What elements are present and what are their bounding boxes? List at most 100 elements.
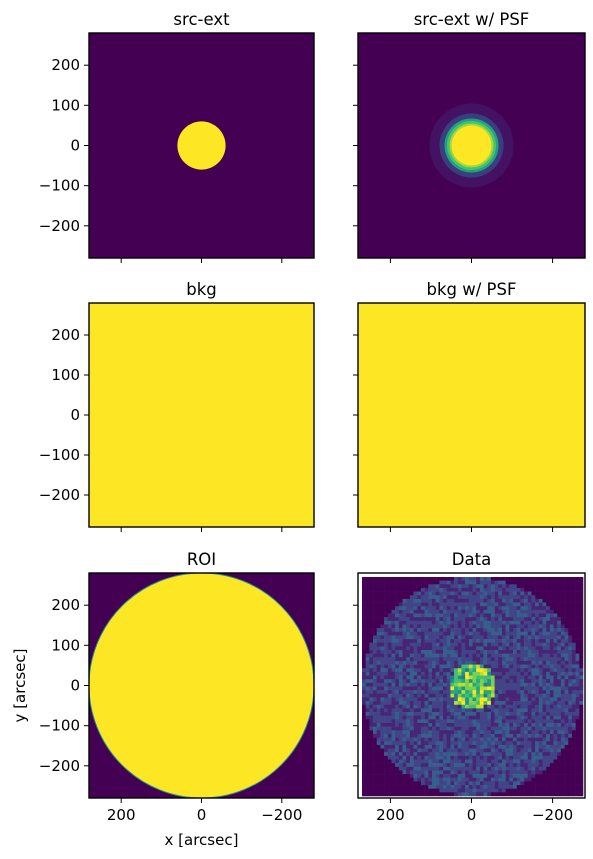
- data-pixel: [538, 650, 543, 654]
- data-pixel: [409, 675, 414, 680]
- data-pixel: [439, 770, 444, 775]
- data-pixel: [465, 595, 470, 600]
- data-pixel: [579, 653, 584, 658]
- data-pixel: [557, 708, 562, 713]
- ytick-label-200: 200: [51, 596, 80, 614]
- data-pixel: [571, 668, 576, 673]
- data-pixel: [546, 617, 551, 622]
- data-pixel: [417, 730, 422, 735]
- data-pixel: [524, 766, 529, 771]
- data-pixel: [494, 650, 499, 654]
- data-pixel: [571, 598, 576, 603]
- data-pixel: [406, 646, 411, 651]
- data-pixel: [487, 723, 492, 727]
- data-pixel: [365, 657, 370, 662]
- data-pixel: [501, 726, 506, 731]
- data-pixel: [450, 712, 455, 716]
- data-pixel: [439, 737, 444, 742]
- data-pixel: [413, 620, 418, 625]
- data-pixel: [520, 584, 525, 589]
- data-pixel: [579, 642, 584, 647]
- data-pixel: [527, 733, 532, 738]
- data-pixel: [479, 781, 484, 786]
- data-pixel: [560, 730, 565, 735]
- data-pixel: [457, 741, 462, 746]
- data-pixel: [501, 715, 506, 720]
- data-pixel: [424, 624, 429, 629]
- data-pixel: [406, 660, 411, 665]
- data-pixel: [424, 635, 429, 640]
- data-pixel: [575, 770, 580, 775]
- data-pixel: [398, 577, 403, 581]
- data-pixel: [362, 712, 366, 716]
- data-pixel: [468, 755, 473, 760]
- data-pixel: [535, 628, 540, 633]
- data-pixel: [450, 657, 455, 662]
- data-pixel: [509, 763, 514, 768]
- data-pixel: [579, 730, 584, 735]
- data-pixel: [398, 726, 403, 731]
- data-pixel: [476, 719, 481, 724]
- data-pixel: [446, 737, 451, 742]
- data-pixel: [369, 701, 374, 706]
- data-pixel: [435, 770, 440, 775]
- data-pixel: [446, 741, 451, 746]
- data-pixel: [505, 741, 510, 746]
- data-pixel: [498, 708, 503, 713]
- xtick-label-200: 200: [376, 806, 405, 824]
- data-pixel: [501, 624, 506, 629]
- data-pixel: [479, 635, 484, 640]
- data-pixel: [490, 639, 495, 643]
- data-pixel: [509, 781, 514, 786]
- data-pixel: [391, 697, 396, 702]
- image-data: [358, 573, 585, 798]
- data-pixel: [431, 774, 436, 779]
- data-pixel: [505, 587, 510, 592]
- data-pixel: [454, 679, 459, 684]
- data-pixel: [483, 675, 488, 680]
- data-pixel: [369, 628, 374, 633]
- data-pixel: [446, 726, 451, 731]
- data-pixel: [424, 719, 429, 724]
- data-pixel: [568, 723, 573, 727]
- data-pixel: [483, 635, 488, 640]
- data-pixel: [472, 628, 477, 633]
- data-pixel: [431, 752, 436, 757]
- data-pixel: [531, 587, 536, 592]
- data-pixel: [531, 671, 536, 676]
- data-pixel: [571, 577, 576, 581]
- data-pixel: [568, 631, 573, 636]
- data-pixel: [490, 642, 495, 647]
- data-pixel: [461, 628, 466, 633]
- data-pixel: [494, 646, 499, 651]
- data-pixel: [387, 726, 392, 731]
- data-pixel: [428, 759, 433, 764]
- data-pixel: [384, 591, 389, 596]
- data-pixel: [362, 671, 366, 676]
- data-pixel: [454, 631, 459, 636]
- data-pixel: [402, 679, 407, 684]
- data-pixel: [406, 671, 411, 676]
- data-pixel: [516, 580, 521, 585]
- data-pixel: [398, 668, 403, 673]
- data-pixel: [369, 788, 374, 793]
- data-pixel: [457, 609, 462, 614]
- data-pixel: [402, 686, 407, 691]
- data-pixel: [450, 737, 455, 742]
- data-pixel: [431, 595, 436, 600]
- data-pixel: [362, 639, 366, 643]
- data-pixel: [424, 708, 429, 713]
- data-pixel: [542, 646, 547, 651]
- data-pixel: [373, 587, 378, 592]
- data-pixel: [431, 690, 436, 695]
- data-pixel: [443, 577, 448, 581]
- data-pixel: [420, 712, 425, 716]
- data-pixel: [461, 595, 466, 600]
- data-pixel: [384, 770, 389, 775]
- data-pixel: [527, 759, 532, 764]
- data-pixel: [417, 598, 422, 603]
- data-pixel: [542, 613, 547, 618]
- data-pixel: [476, 613, 481, 618]
- data-pixel: [446, 774, 451, 779]
- data-pixel: [553, 781, 558, 786]
